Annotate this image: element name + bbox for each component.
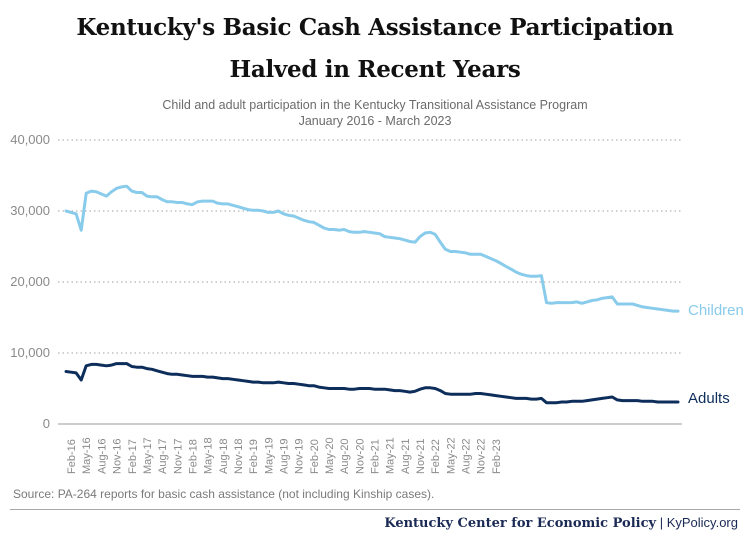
y-tick-label: 0 xyxy=(43,416,50,431)
x-tick-label: Feb-19 xyxy=(248,439,260,474)
y-tick-label: 40,000 xyxy=(10,132,50,147)
x-tick-label: Nov-16 xyxy=(112,439,124,474)
footer-org: Kentucky Center for Economic Policy xyxy=(384,516,657,531)
series-line-children xyxy=(64,184,680,313)
x-tick-label: May-20 xyxy=(324,437,336,474)
x-tick-label: Feb-17 xyxy=(127,439,139,474)
x-tick-label: Nov-19 xyxy=(294,439,306,474)
y-tick-label: 10,000 xyxy=(10,345,50,360)
chart-title-line-2: Halved in Recent Years xyxy=(229,56,521,83)
series-label-adults: Adults xyxy=(688,390,730,407)
y-tick-label: 20,000 xyxy=(10,274,50,289)
x-tick-label: May-19 xyxy=(263,437,275,474)
x-tick-label: Aug-21 xyxy=(400,439,412,474)
x-tick-label: Nov-17 xyxy=(172,439,184,474)
x-tick-label: Feb-21 xyxy=(370,439,382,474)
x-tick-label: May-21 xyxy=(385,437,397,474)
x-tick-label: May-22 xyxy=(445,437,457,474)
x-tick-label: Feb-20 xyxy=(309,439,321,474)
x-tick-label: May-16 xyxy=(81,437,93,474)
x-tick-label: May-18 xyxy=(203,437,215,474)
series-line-adults xyxy=(64,362,680,405)
y-tick-label: 30,000 xyxy=(10,203,50,218)
x-tick-label: Feb-22 xyxy=(430,439,442,474)
footer-separator: | xyxy=(659,515,664,530)
series-label-children: Children xyxy=(688,302,744,319)
x-tick-label: Nov-22 xyxy=(476,439,488,474)
x-tick-label: Aug-17 xyxy=(157,439,169,474)
x-tick-label: Nov-18 xyxy=(233,439,245,474)
footer: Kentucky Center for Economic Policy | Ky… xyxy=(384,515,738,531)
chart-title-line-1: Kentucky's Basic Cash Assistance Partici… xyxy=(76,14,674,41)
x-tick-label: Feb-23 xyxy=(491,439,503,474)
x-tick-label: Aug-19 xyxy=(278,439,290,474)
x-tick-label: May-17 xyxy=(142,437,154,474)
x-tick-label: Feb-16 xyxy=(66,439,78,474)
x-tick-label: Aug-20 xyxy=(339,439,351,474)
x-tick-label: Nov-21 xyxy=(415,439,427,474)
source-note: Source: PA-264 reports for basic cash as… xyxy=(13,487,435,501)
chart-subtitle-line-2: January 2016 - March 2023 xyxy=(298,114,452,128)
footer-site: KyPolicy.org xyxy=(666,515,738,530)
x-tick-label: Feb-18 xyxy=(187,439,199,474)
x-tick-label: Aug-16 xyxy=(96,439,108,474)
chart-subtitle-line-1: Child and adult participation in the Ken… xyxy=(162,98,588,112)
footer-divider xyxy=(10,509,740,510)
x-tick-label: Aug-18 xyxy=(218,439,230,474)
x-tick-label: Nov-20 xyxy=(354,439,366,474)
x-tick-label: Aug-22 xyxy=(461,439,473,474)
